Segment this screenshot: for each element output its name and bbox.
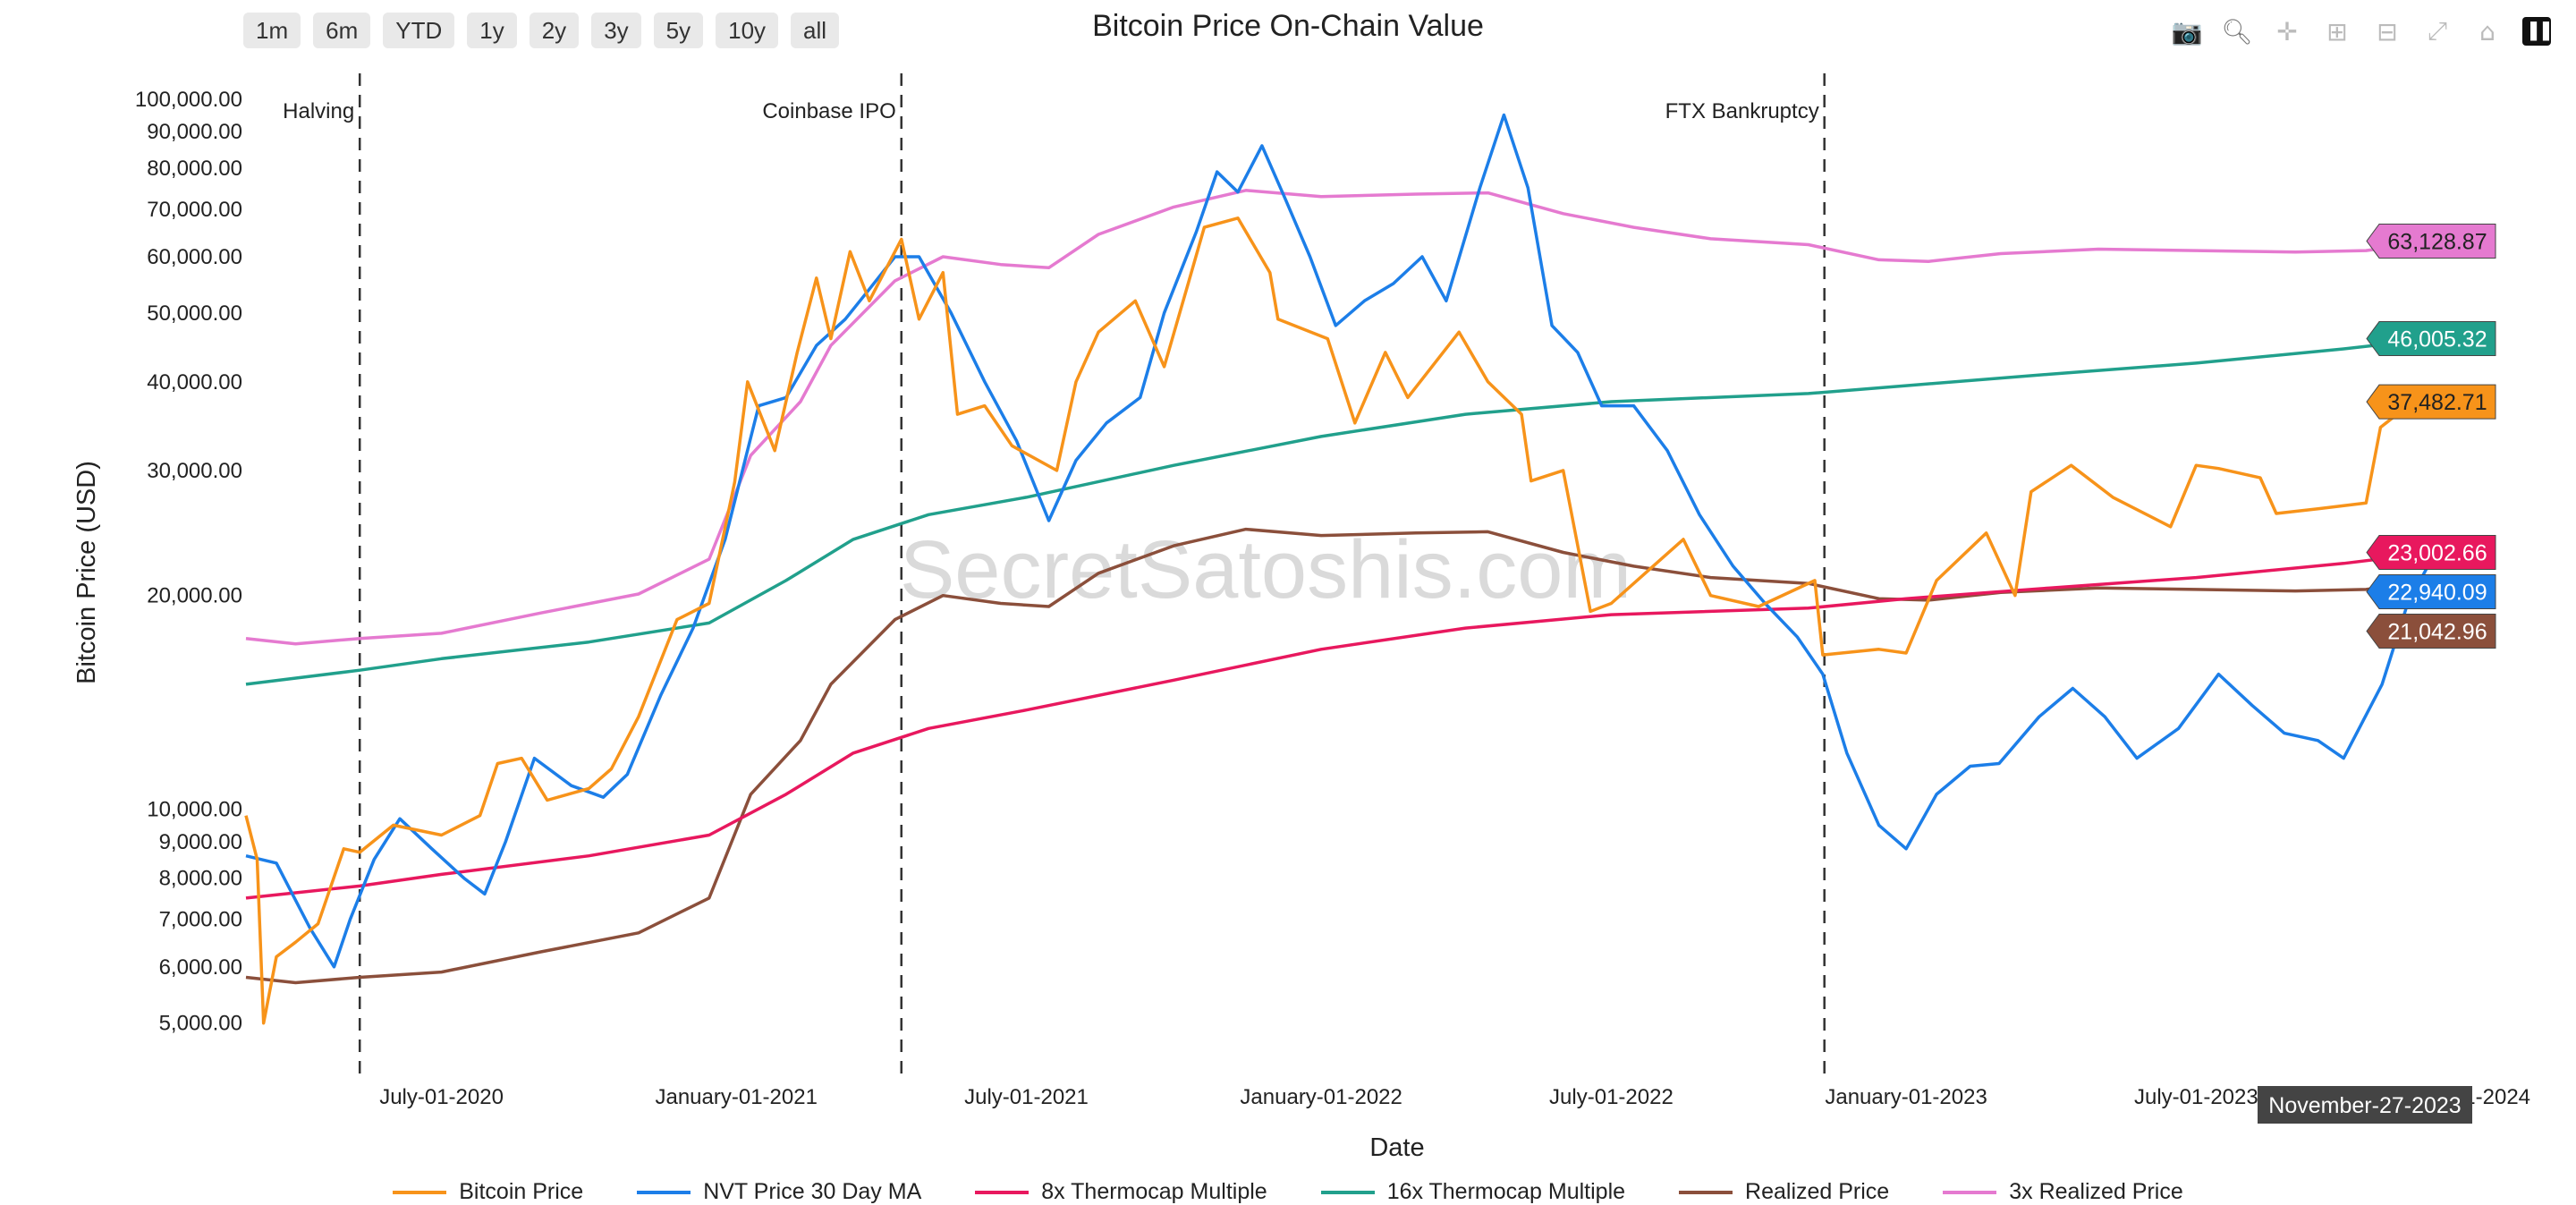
pan-icon[interactable]: ✛ <box>2276 16 2298 47</box>
y-tick-label: 30,000.00 <box>147 459 242 483</box>
x-axis: July-01-2020 January-01-2021 July-01-2021 J… <box>379 1085 2530 1109</box>
y-tick-label: 8,000.00 <box>159 867 242 891</box>
y-tick-label: 60,000.00 <box>147 245 242 269</box>
x-tick-label: July-01-2022 <box>1549 1085 1674 1109</box>
event-markers: Halving Coinbase IPO FTX Bankruptcy <box>283 73 1826 1073</box>
y-tick-label: 50,000.00 <box>147 301 242 326</box>
zoom-in-icon[interactable]: ⊞ <box>2326 16 2348 47</box>
series-line-bitcoin-price <box>244 216 2436 1025</box>
y-tick-label: 5,000.00 <box>159 1012 242 1036</box>
x-axis-title: Date <box>1369 1133 1424 1162</box>
legend-label: 3x Realized Price <box>2009 1179 2183 1204</box>
y-axis-title: Bitcoin Price (USD) <box>72 461 101 684</box>
series-line-nvt-price-30-day-ma <box>245 113 2436 969</box>
last-value-label: 37,482.71 <box>2366 384 2496 420</box>
range-button-3y[interactable]: 3y <box>591 13 641 48</box>
range-button-6m[interactable]: 6m <box>313 13 371 48</box>
series-line-8x-thermocap-multiple <box>245 550 2436 900</box>
legend-swatch <box>393 1190 447 1194</box>
range-button-ytd[interactable]: YTD <box>383 13 455 48</box>
y-tick-label: 80,000.00 <box>147 157 242 181</box>
event-label: Halving <box>283 99 354 123</box>
legend-swatch <box>637 1190 691 1194</box>
y-tick-label: 6,000.00 <box>159 955 242 980</box>
hover-x-label: November-27-2023 <box>2258 1086 2472 1124</box>
x-tick-label: July-01-2020 <box>379 1085 504 1109</box>
legend: Bitcoin Price NVT Price 30 Day MA 8x Therm… <box>0 1179 2576 1205</box>
camera-icon[interactable]: 📷 <box>2171 16 2203 47</box>
legend-swatch <box>1679 1190 1733 1194</box>
last-value-text: 63,128.87 <box>2387 229 2487 254</box>
modebar: 📷 🔍︎ ✛ ⊞ ⊟ ⤢ ⌂ ▐▐ <box>2172 16 2551 47</box>
reset-axes-icon[interactable]: ⌂ <box>2479 16 2496 47</box>
series-lines <box>244 113 2436 1025</box>
y-tick-label: 7,000.00 <box>159 908 242 932</box>
y-tick-label: 100,000.00 <box>135 88 242 112</box>
x-tick-label: January-01-2022 <box>1240 1085 1402 1109</box>
hover-x-label-text: November-27-2023 <box>2268 1093 2461 1118</box>
range-selector: 1m 6m YTD 1y 2y 3y 5y 10y all <box>243 13 840 48</box>
last-value-text: 23,002.66 <box>2387 541 2487 566</box>
watermark: SecretSatoshis.com <box>900 524 1631 615</box>
y-tick-label: 40,000.00 <box>147 370 242 395</box>
series-line-3x-realized-price <box>245 189 2436 646</box>
last-value-label: 22,940.09 <box>2366 574 2496 610</box>
x-tick-label: July-01-2021 <box>964 1085 1089 1109</box>
range-button-2y[interactable]: 2y <box>529 13 580 48</box>
range-button-10y[interactable]: 10y <box>716 13 779 48</box>
legend-item[interactable]: 3x Realized Price <box>1943 1179 2183 1205</box>
last-value-label: 23,002.66 <box>2366 535 2496 571</box>
range-button-1y[interactable]: 1y <box>467 13 517 48</box>
y-tick-label: 90,000.00 <box>147 120 242 144</box>
event-label: Coinbase IPO <box>762 99 895 123</box>
y-tick-label: 10,000.00 <box>147 798 242 822</box>
legend-label: 16x Thermocap Multiple <box>1386 1179 1626 1204</box>
legend-label: 8x Thermocap Multiple <box>1041 1179 1267 1204</box>
last-value-text: 46,005.32 <box>2387 327 2487 352</box>
legend-item[interactable]: Bitcoin Price <box>393 1179 583 1205</box>
legend-label: Bitcoin Price <box>459 1179 584 1204</box>
range-button-5y[interactable]: 5y <box>653 13 704 48</box>
last-value-label: 21,042.96 <box>2366 614 2496 649</box>
legend-item[interactable]: 8x Thermocap Multiple <box>975 1179 1267 1205</box>
plotly-logo-icon[interactable]: ▐▐ <box>2522 17 2551 46</box>
y-tick-label: 70,000.00 <box>147 198 242 222</box>
x-tick-label: January-01-2021 <box>655 1085 817 1109</box>
last-value-text: 37,482.71 <box>2387 390 2487 415</box>
legend-item[interactable]: NVT Price 30 Day MA <box>637 1179 921 1205</box>
chart-title: Bitcoin Price On-Chain Value <box>1092 9 1484 43</box>
zoom-out-icon[interactable]: ⊟ <box>2377 16 2398 47</box>
legend-item[interactable]: 16x Thermocap Multiple <box>1320 1179 1626 1205</box>
last-value-label: 63,128.87 <box>2366 223 2496 259</box>
legend-swatch <box>975 1190 1030 1194</box>
legend-swatch <box>1320 1190 1375 1194</box>
last-value-text: 21,042.96 <box>2387 620 2487 645</box>
x-tick-label: January-01-2023 <box>1825 1085 1987 1109</box>
last-value-text: 22,940.09 <box>2387 581 2487 606</box>
legend-item[interactable]: Realized Price <box>1679 1179 1889 1205</box>
legend-label: NVT Price 30 Day MA <box>703 1179 922 1204</box>
legend-swatch <box>1943 1190 1997 1194</box>
last-value-label: 46,005.32 <box>2366 321 2496 357</box>
y-tick-label: 20,000.00 <box>147 584 242 608</box>
autoscale-icon[interactable]: ⤢ <box>2427 16 2448 46</box>
range-button-all[interactable]: all <box>791 13 840 48</box>
series-line-16x-thermocap-multiple <box>245 336 2436 686</box>
y-tick-label: 9,000.00 <box>159 830 242 854</box>
legend-label: Realized Price <box>1745 1179 1890 1204</box>
last-value-labels: 63,128.87 46,005.32 37,482.71 23,002.66 22,9… <box>2366 223 2496 649</box>
x-tick-label: July-01-2023 <box>2134 1085 2258 1109</box>
event-label: FTX Bankruptcy <box>1665 99 1819 123</box>
y-axis: 5,000.00 6,000.00 7,000.00 8,000.00 9,000.00… <box>135 88 242 1036</box>
zoom-icon[interactable]: 🔍︎ <box>2221 16 2253 47</box>
range-button-1m[interactable]: 1m <box>243 13 301 48</box>
